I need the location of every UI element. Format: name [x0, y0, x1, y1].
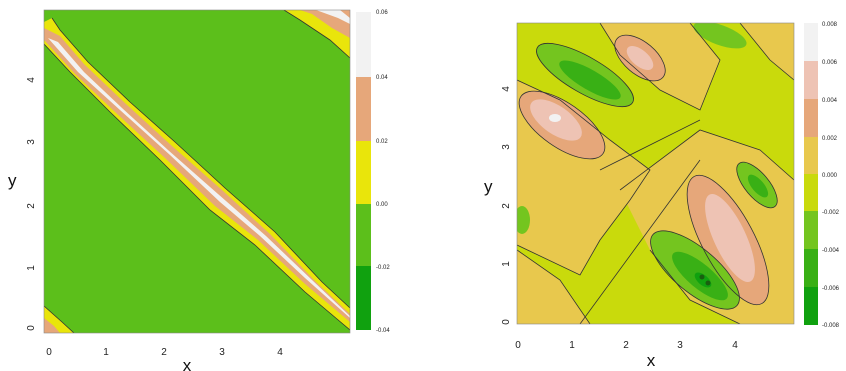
right-contour-line	[517, 249, 591, 324]
right-contour-line	[599, 119, 701, 171]
left-contour-line	[44, 305, 75, 333]
right-colorbar-swatch	[804, 287, 818, 325]
right-contour-line	[739, 23, 794, 81]
right-colorbar-tick: 0.004	[822, 98, 838, 104]
left-chart: 0 1 2 3 4 0 1 2 3 4 x y 0.06 0.04 0.02 0…	[8, 9, 390, 371]
left-y-axis-label: y	[8, 171, 17, 190]
left-corner-band-bl-inner	[44, 318, 60, 333]
left-colorbar-tick: 0.00	[376, 202, 388, 208]
right-colorbar-swatch	[804, 174, 818, 211]
right-x-tick: 2	[623, 340, 629, 351]
right-colorbar-swatch	[804, 249, 818, 287]
right-colorbar-tick: 0.002	[822, 136, 838, 142]
right-contour-line	[517, 79, 651, 276]
left-colorbar-swatch	[356, 12, 371, 77]
right-colorbar: 0.008 0.006 0.004 0.002 0.000 -0.002 -0.…	[804, 22, 840, 329]
right-colorbar-tick: -0.004	[822, 248, 840, 254]
left-colorbar-swatch	[356, 266, 371, 330]
right-x-tick: 3	[677, 340, 683, 351]
right-region-salmon	[705, 193, 755, 283]
right-contour-line	[518, 90, 606, 160]
left-y-tick: 0	[26, 325, 37, 331]
left-y-tick: 1	[26, 265, 37, 271]
left-y-tick: 4	[26, 77, 37, 83]
right-colorbar-tick: 0.000	[822, 173, 838, 179]
right-colorbar-swatch	[804, 61, 818, 99]
left-x-tick: 0	[46, 347, 52, 358]
left-contour-line	[283, 10, 350, 59]
left-plot-frame	[43, 9, 351, 334]
right-colorbar-tick: 0.008	[822, 22, 838, 28]
right-contour-line	[614, 34, 666, 82]
right-y-tick: 0	[501, 319, 512, 325]
left-y-tick: 3	[26, 139, 37, 145]
right-contour-line	[650, 230, 740, 310]
left-y-tick: 2	[26, 203, 37, 209]
right-colorbar-tick: -0.008	[822, 323, 840, 329]
right-min-point	[699, 274, 705, 280]
left-x-axis-label: x	[183, 356, 192, 371]
right-region-green	[693, 23, 747, 49]
left-colorbar-tick: 0.02	[376, 139, 388, 145]
left-x-ticks: 0 1 2 3 4	[46, 347, 283, 358]
right-x-tick: 4	[732, 340, 738, 351]
left-contour-line	[51, 17, 350, 309]
right-colorbar-tick: -0.002	[822, 210, 840, 216]
right-contour-line	[686, 174, 770, 306]
right-region-orange	[740, 23, 794, 80]
left-y-ticks: 0 1 2 3 4	[26, 77, 37, 331]
right-y-tick: 3	[501, 144, 512, 150]
right-y-tick: 4	[501, 86, 512, 92]
right-x-tick: 1	[569, 340, 575, 351]
left-colorbar-swatch	[356, 77, 371, 141]
left-colorbar: 0.06 0.04 0.02 0.00 -0.02 -0.04	[356, 10, 390, 334]
left-corner-band-tr-core	[316, 10, 350, 24]
left-colorbar-tick: 0.06	[376, 10, 388, 16]
right-colorbar-swatch	[804, 137, 818, 174]
left-x-tick: 1	[103, 347, 109, 358]
right-colorbar-swatch	[804, 23, 818, 61]
right-x-ticks: 0 1 2 3 4	[515, 340, 738, 351]
left-x-tick: 4	[277, 347, 283, 358]
left-contour-line	[44, 43, 350, 331]
right-region-orange	[517, 250, 590, 324]
right-min-point	[705, 280, 711, 286]
right-region-green	[517, 206, 530, 234]
left-band-white	[48, 38, 350, 318]
left-colorbar-tick: -0.02	[376, 265, 390, 271]
right-region-salmon	[549, 114, 561, 122]
right-y-tick: 1	[501, 261, 512, 267]
right-region-green	[559, 60, 621, 100]
left-x-tick: 3	[219, 347, 225, 358]
right-contour-line	[579, 159, 701, 324]
right-contour-line	[619, 129, 794, 191]
right-contour-line	[649, 249, 741, 324]
right-colorbar-swatch	[804, 99, 818, 137]
right-y-ticks: 0 1 2 3 4	[501, 86, 512, 325]
right-y-tick: 2	[501, 203, 512, 209]
right-contour-line	[536, 42, 634, 108]
right-contour-line	[599, 23, 721, 111]
right-region-salmon	[626, 46, 654, 70]
left-colorbar-swatch	[356, 141, 371, 204]
left-x-tick: 2	[161, 347, 167, 358]
right-colorbar-tick: 0.006	[822, 60, 838, 66]
right-contour-line	[736, 161, 778, 209]
right-plot-area	[517, 23, 794, 324]
right-chart: 0 1 2 3 4 0 1 2 3 4 x y 0.008 0.006	[484, 22, 840, 370]
right-region-green	[747, 174, 769, 198]
left-colorbar-tick: -0.04	[376, 328, 390, 334]
left-colorbar-swatch	[356, 204, 371, 266]
right-x-axis-label: x	[647, 351, 656, 370]
right-x-tick: 0	[515, 340, 521, 351]
left-colorbar-tick: 0.04	[376, 75, 388, 81]
right-y-axis-label: y	[484, 177, 493, 196]
right-plot-frame	[516, 22, 795, 325]
right-colorbar-tick: -0.006	[822, 286, 840, 292]
right-colorbar-swatch	[804, 211, 818, 249]
left-plot-area	[44, 10, 350, 333]
